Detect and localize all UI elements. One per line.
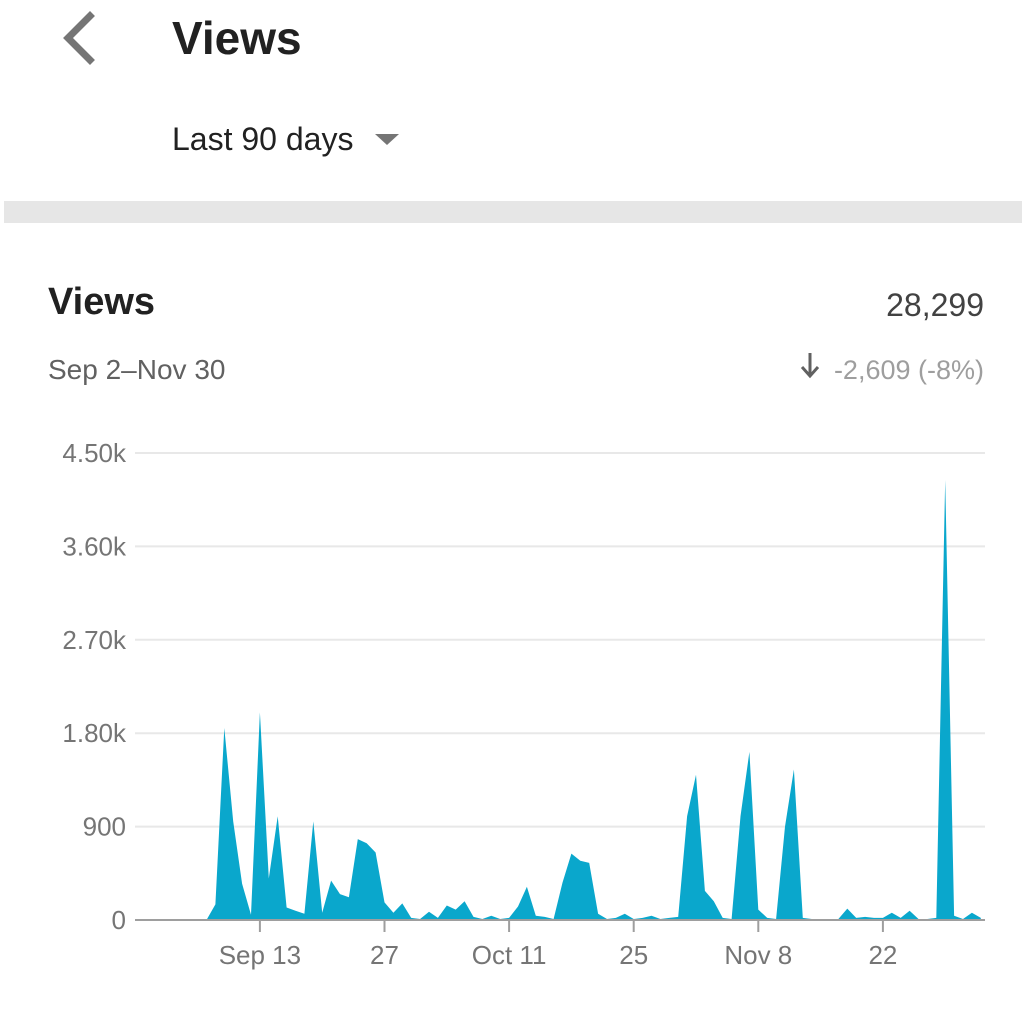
arrow-down-icon — [800, 350, 820, 390]
date-range-label: Last 90 days — [172, 120, 354, 157]
top-app-bar: Views Last 90 days — [0, 0, 1024, 200]
y-tick-label: 1.80k — [62, 718, 127, 748]
x-tick-label: Nov 8 — [724, 940, 792, 970]
y-tick-label: 2.70k — [62, 625, 127, 655]
caret-down-icon — [375, 133, 400, 145]
views-chart: 0 900 1.80k 2.70k 3.60k 4.50k Sep 13 27 Oct 11 25… — [62, 438, 985, 970]
chevron-left-icon — [63, 11, 95, 65]
card-title: Views — [48, 281, 156, 323]
y-tick-label: 0 — [112, 905, 126, 935]
section-divider — [4, 201, 1022, 223]
back-button[interactable] — [56, 10, 106, 66]
x-tick-label: 27 — [370, 940, 399, 970]
x-tick-label: Sep 13 — [219, 940, 301, 970]
x-tick-label: 22 — [868, 940, 897, 970]
page-title: Views — [172, 12, 302, 64]
x-tick-label: 25 — [619, 940, 648, 970]
change-indicator: -2,609 (-8%) — [800, 350, 984, 390]
y-tick-label: 3.60k — [62, 531, 127, 561]
card-date-range: Sep 2–Nov 30 — [48, 354, 226, 385]
y-tick-label: 4.50k — [62, 438, 127, 468]
total-views-value: 28,299 — [886, 287, 984, 323]
x-tick-label: Oct 11 — [472, 940, 547, 970]
change-value: -2,609 (-8%) — [833, 355, 984, 385]
y-tick-label: 900 — [83, 812, 126, 842]
date-range-dropdown[interactable]: Last 90 days — [172, 114, 400, 164]
